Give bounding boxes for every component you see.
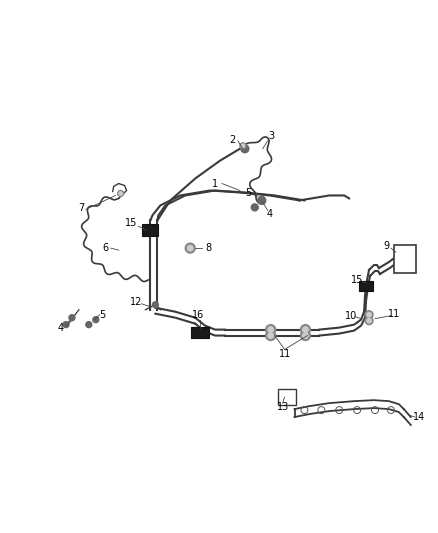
Circle shape — [258, 197, 266, 204]
Circle shape — [367, 319, 371, 323]
Text: 5: 5 — [245, 189, 251, 198]
Bar — [359, 281, 373, 291]
Text: 13: 13 — [276, 402, 289, 412]
Text: 12: 12 — [131, 297, 143, 307]
Text: 7: 7 — [78, 204, 84, 213]
Circle shape — [268, 327, 273, 332]
Circle shape — [300, 325, 311, 335]
Text: 9: 9 — [384, 241, 390, 251]
Circle shape — [303, 333, 307, 338]
Circle shape — [185, 243, 195, 253]
Circle shape — [267, 332, 275, 340]
Circle shape — [69, 314, 75, 321]
Circle shape — [251, 204, 258, 211]
Bar — [191, 327, 209, 338]
Text: 8: 8 — [205, 243, 211, 253]
Text: 2: 2 — [229, 135, 235, 145]
Circle shape — [365, 311, 373, 319]
Circle shape — [152, 302, 159, 308]
Bar — [142, 224, 159, 236]
Text: 4: 4 — [267, 209, 273, 220]
Circle shape — [93, 317, 99, 322]
Circle shape — [303, 327, 308, 333]
Text: 15: 15 — [125, 219, 138, 228]
Circle shape — [241, 145, 249, 153]
Text: 6: 6 — [102, 243, 109, 253]
Circle shape — [300, 330, 311, 341]
Circle shape — [267, 326, 275, 334]
Circle shape — [268, 333, 273, 338]
Text: 11: 11 — [279, 350, 291, 359]
Text: 10: 10 — [345, 311, 357, 321]
Circle shape — [301, 326, 309, 334]
Text: 16: 16 — [192, 310, 204, 320]
Circle shape — [241, 144, 244, 148]
Text: 15: 15 — [351, 275, 363, 285]
Text: 11: 11 — [388, 309, 400, 319]
Text: 4: 4 — [58, 322, 64, 333]
Circle shape — [118, 190, 124, 197]
Circle shape — [365, 317, 373, 325]
Circle shape — [268, 327, 273, 333]
Circle shape — [268, 333, 273, 338]
Circle shape — [86, 321, 92, 328]
Circle shape — [301, 332, 309, 340]
Circle shape — [367, 312, 371, 317]
Text: 5: 5 — [99, 310, 106, 320]
Circle shape — [303, 327, 307, 332]
Circle shape — [63, 321, 69, 328]
Bar — [394, 245, 416, 273]
Circle shape — [303, 333, 308, 338]
Text: 1: 1 — [212, 179, 218, 189]
Circle shape — [266, 330, 276, 341]
Circle shape — [187, 245, 193, 251]
Circle shape — [240, 143, 246, 149]
Circle shape — [266, 325, 276, 335]
Text: 3: 3 — [268, 131, 275, 141]
Bar — [278, 389, 296, 405]
Circle shape — [119, 192, 122, 195]
Text: 14: 14 — [413, 412, 425, 422]
